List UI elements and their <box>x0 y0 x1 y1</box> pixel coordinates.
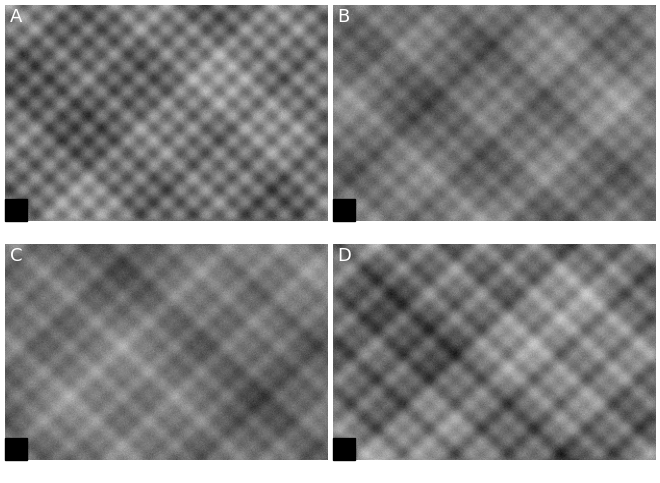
Bar <box>333 438 354 460</box>
Bar <box>5 199 27 221</box>
Text: PKNU    SEI    15.0kV  X50,000      —  100nm: PKNU SEI 15.0kV X50,000 — 100nm <box>18 227 205 233</box>
Text: B: B <box>337 8 350 26</box>
Bar <box>333 199 354 221</box>
Text: D: D <box>337 247 351 265</box>
Text: A: A <box>10 8 22 26</box>
Text: PKNU    SEI    15.0kV  X50,000      —  100nm: PKNU SEI 15.0kV X50,000 — 100nm <box>345 466 533 472</box>
Bar <box>5 438 27 460</box>
Text: C: C <box>10 247 22 265</box>
Text: PKNU    SEI    15.0kV  X100,000   —  100nm: PKNU SEI 15.0kV X100,000 — 100nm <box>345 227 524 233</box>
Text: PKNU    SEI    15.0kV  X100,000   —  100nm: PKNU SEI 15.0kV X100,000 — 100nm <box>18 466 197 472</box>
